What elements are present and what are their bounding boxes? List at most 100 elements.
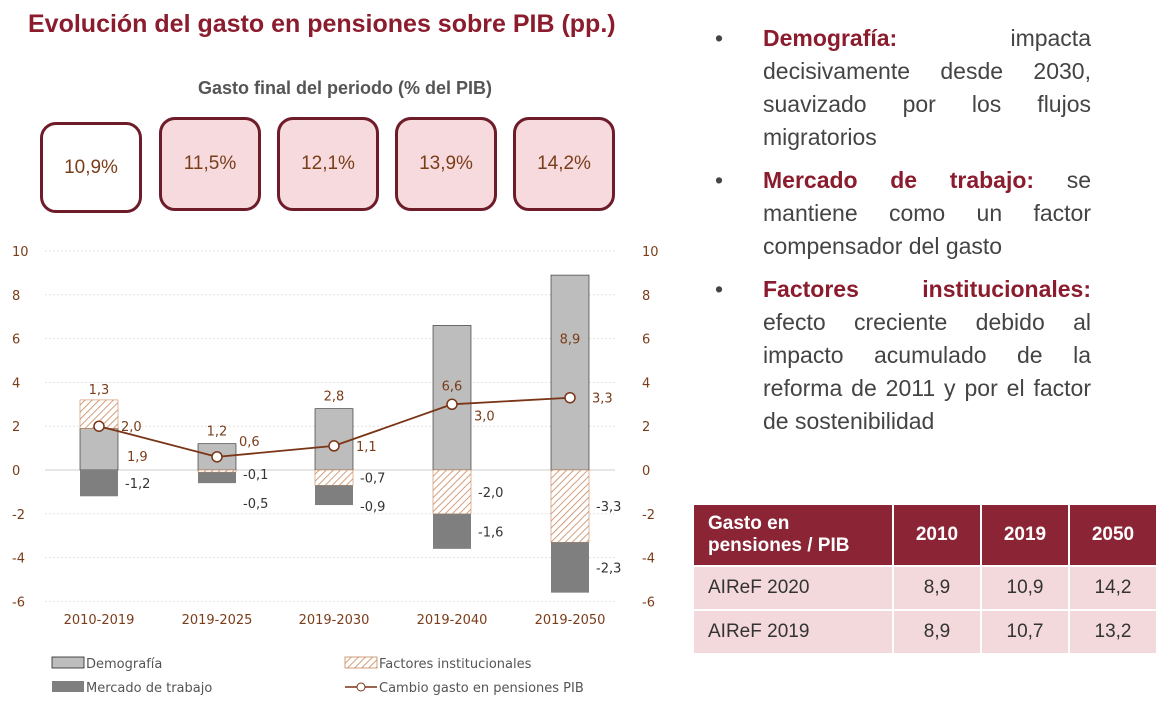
line-point — [328, 440, 340, 452]
final-spending-box: 13,9% — [395, 117, 497, 211]
boxes-subtitle: Gasto final del periodo (% del PIB) — [197, 78, 493, 98]
bullet-icon: • — [715, 167, 724, 193]
final-spending-box: 14,2% — [513, 117, 615, 211]
legend-swatch-demografia — [51, 656, 85, 669]
label-demografia: 6,6 — [442, 379, 463, 394]
bar-mercado-trabajo — [433, 513, 471, 549]
bar-factores-institucionales — [314, 469, 354, 486]
line-point — [93, 420, 105, 432]
y-tick-label-right: 8 — [642, 289, 650, 304]
x-tick-label: 2019-2030 — [299, 613, 370, 628]
bar-demografia — [79, 428, 119, 471]
bullet-text: efecto creciente debido al impacto acumu… — [763, 309, 1091, 434]
bullet-title: Factores institucionales: — [763, 276, 1091, 302]
bar-demografia — [432, 325, 472, 471]
legend-swatch-mercado-trabajo — [52, 681, 84, 692]
legend-swatch-marker — [356, 682, 366, 692]
bullet-factores: • Factores institucionales: efecto crecie… — [715, 273, 1091, 438]
bullet-list: • Demografía: impacta decisivamente desde… — [715, 22, 1091, 448]
label-factores-institucionales: -2,0 — [478, 486, 503, 501]
y-tick-label-left: -6 — [12, 595, 25, 610]
label-cambio-gasto: 1,1 — [356, 440, 377, 455]
y-tick-label-right: 2 — [642, 420, 650, 435]
y-tick-label-left: 6 — [12, 333, 20, 348]
bar-demografia — [550, 274, 590, 471]
table-cell: 10,7 — [980, 609, 1070, 655]
y-tick-label-left: 10 — [12, 245, 29, 260]
table-header: 2010 — [892, 503, 982, 567]
bullet-text: impacta decisivamente desde 2030, suaviz… — [763, 25, 1091, 150]
y-tick-label-right: -6 — [642, 595, 655, 610]
label-mercado-trabajo: -0,9 — [360, 500, 385, 515]
bar-mercado-trabajo — [80, 470, 118, 497]
final-spending-box: 12,1% — [277, 117, 379, 211]
bar-factores-institucionales — [432, 469, 472, 515]
table-cell: AIReF 2019 — [692, 609, 894, 655]
bar-factores-institucionales — [550, 469, 590, 543]
bar-factores-institucionales — [197, 469, 237, 473]
table-cell: 10,9 — [980, 565, 1070, 611]
y-tick-label-right: 4 — [642, 376, 650, 391]
label-factores-institucionales: -0,7 — [360, 472, 385, 487]
table-cell: 8,9 — [892, 609, 982, 655]
pension-chart: 10 10 8 8 6 6 4 4 2 2 0 0 -2 -2 -4 -4 -6 -6 -1,2 1,3 1,9 2010… — [12, 245, 659, 696]
label-factores-institucionales: -3,3 — [596, 500, 621, 515]
line-point — [211, 451, 223, 463]
label-cambio-gasto: 0,6 — [239, 435, 260, 450]
bullet-mercado: • Mercado de trabajo: se mantiene como un… — [715, 164, 1091, 263]
x-tick-label: 2019-2040 — [417, 613, 488, 628]
bullet-icon: • — [715, 25, 724, 51]
table-header-row: Gasto en pensiones / PIB 2010 2019 2050 — [692, 503, 1158, 567]
label-factores-institucionales: 1,3 — [89, 383, 110, 398]
x-tick-label: 2010-2019 — [64, 613, 135, 628]
label-factores-institucionales: -0,1 — [243, 468, 268, 483]
y-tick-label-left: -4 — [12, 552, 25, 567]
y-tick-label-left: -2 — [12, 508, 25, 523]
comparison-table: Gasto en pensiones / PIB 2010 2019 2050 … — [692, 503, 1158, 655]
y-tick-label-left: 8 — [12, 289, 20, 304]
label-cambio-gasto: 2,0 — [121, 420, 142, 435]
table-header: 2050 — [1068, 503, 1158, 567]
label-mercado-trabajo: -1,6 — [478, 525, 503, 540]
label-demografia: 1,9 — [127, 450, 148, 465]
bar-mercado-trabajo — [551, 542, 589, 593]
y-tick-label-right: -4 — [642, 552, 655, 567]
y-tick-label-right: 0 — [642, 464, 650, 479]
table-header: Gasto en pensiones / PIB — [692, 503, 894, 567]
table-cell: 13,2 — [1068, 609, 1158, 655]
y-tick-label-left: 2 — [12, 420, 20, 435]
label-demografia: 1,2 — [207, 425, 228, 440]
bullet-title: Mercado de trabajo: — [763, 167, 1035, 193]
bullet-title: Demografía: — [763, 25, 898, 51]
y-tick-label-left: 0 — [12, 464, 20, 479]
bullet-text: se mantiene como un factor compensador d… — [763, 167, 1091, 259]
legend-label: Demografía — [86, 657, 162, 672]
x-tick-label: 2019-2050 — [535, 613, 606, 628]
legend-label: Factores institucionales — [379, 657, 532, 672]
table-cell: 8,9 — [892, 565, 982, 611]
legend-label: Mercado de trabajo — [86, 681, 212, 696]
legend-label: Cambio gasto en pensiones PIB — [379, 681, 584, 696]
label-demografia: 8,9 — [560, 333, 581, 348]
line-point — [564, 391, 576, 404]
label-cambio-gasto: 3,0 — [474, 409, 495, 424]
y-tick-label-right: 6 — [642, 333, 650, 348]
bullet-demografia: • Demografía: impacta decisivamente desde… — [715, 22, 1091, 154]
label-demografia: 2,8 — [324, 390, 345, 405]
x-tick-label: 2019-2025 — [182, 613, 253, 628]
label-mercado-trabajo: -2,3 — [596, 561, 621, 576]
table-cell: AIReF 2020 — [692, 565, 894, 611]
final-spending-box: 11,5% — [159, 117, 261, 211]
table-cell: 14,2 — [1068, 565, 1158, 611]
label-cambio-gasto: 3,3 — [592, 392, 613, 407]
label-mercado-trabajo: -1,2 — [125, 477, 150, 492]
y-tick-label-right: 10 — [642, 245, 659, 260]
table-header: 2019 — [980, 503, 1070, 567]
slide-title: Evolución del gasto en pensiones sobre P… — [28, 10, 616, 38]
bullet-icon: • — [715, 276, 724, 302]
line-point — [446, 398, 458, 411]
legend-swatch-factores — [344, 656, 378, 669]
y-tick-label-right: -2 — [642, 508, 655, 523]
y-tick-label-left: 4 — [12, 376, 20, 391]
bar-demografia — [314, 408, 354, 471]
